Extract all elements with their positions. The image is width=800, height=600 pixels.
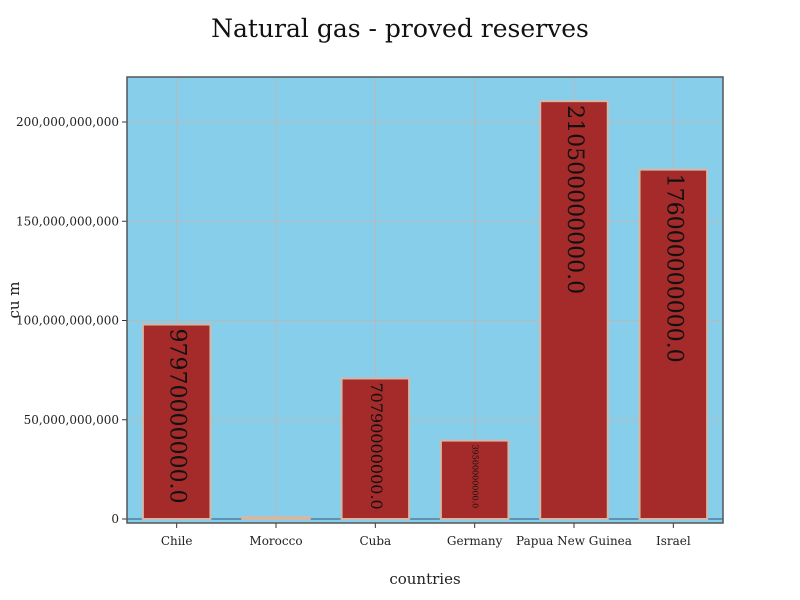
- x-axis-label: countries: [389, 570, 460, 588]
- bar: [241, 516, 311, 520]
- bar-value-label: 39500000000.0: [471, 445, 480, 509]
- x-tick-label: Morocco: [249, 534, 302, 548]
- y-tick-label: 200,000,000,000: [16, 115, 119, 129]
- x-axis: Chile Morocco Cuba Germany Papua New Guinea I…: [161, 523, 691, 548]
- bar: [340, 377, 411, 520]
- bar-value-label: 210500000000.0: [562, 105, 587, 294]
- bars: 97970000000.0 70790000000.0 39500000000.0 2…: [141, 100, 709, 520]
- bar: [439, 439, 510, 520]
- x-tick-label: Germany: [447, 534, 503, 548]
- x-tick-label: Israel: [656, 534, 691, 548]
- plot-frame: [126, 76, 724, 524]
- x-tick-label: Papua New Guinea: [516, 534, 632, 548]
- y-tick-label: 50,000,000,000: [24, 413, 119, 427]
- bar: [638, 168, 709, 520]
- x-tick-label: Chile: [161, 534, 193, 548]
- y-tick-label: 100,000,000,000: [16, 314, 119, 328]
- bar-value-label: 176000000000.0: [661, 174, 686, 363]
- y-axis-label: cu m: [5, 281, 23, 318]
- y-tick-label: 150,000,000,000: [16, 214, 119, 228]
- bar: [539, 100, 609, 520]
- bar-value-label: 97970000000.0: [165, 329, 190, 504]
- plot-area: [127, 77, 723, 523]
- y-axis: 0 50,000,000,000 100,000,000,000 150,000,00…: [16, 115, 127, 526]
- x-tick-label: Cuba: [359, 534, 391, 548]
- chart-title: Natural gas - proved reserves: [211, 14, 589, 43]
- bar-value-label: 70790000000.0: [367, 382, 386, 509]
- bar: [141, 323, 212, 520]
- y-tick-label: 0: [111, 512, 119, 526]
